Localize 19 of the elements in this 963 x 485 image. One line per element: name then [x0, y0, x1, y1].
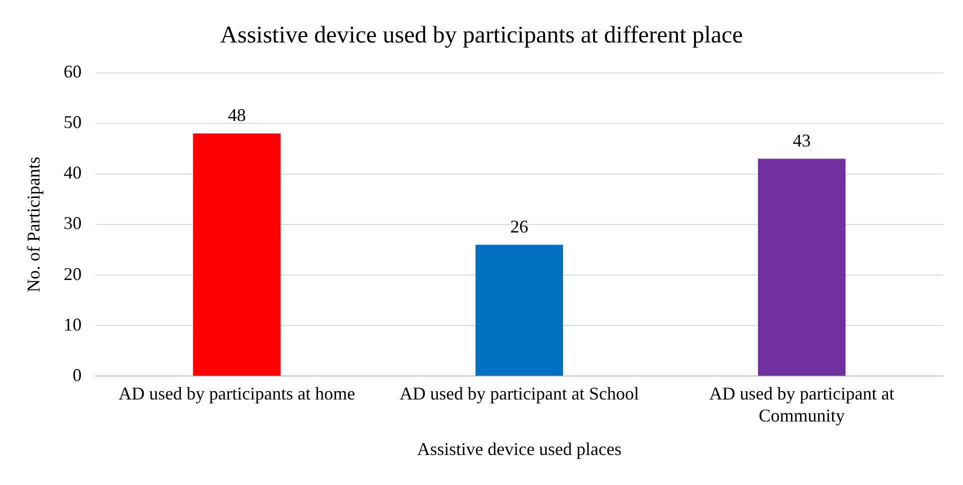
data-label: 26 [510, 216, 528, 236]
x-axis-title: Assistive device used places [417, 438, 622, 459]
bar [758, 158, 846, 376]
bar [193, 133, 281, 376]
y-tick-label: 20 [64, 264, 82, 284]
x-tick-label: AD used by participant at Community [709, 384, 894, 426]
y-tick-label: 50 [64, 112, 82, 132]
chart-title: Assistive device used by participants at different place [220, 22, 743, 49]
bar [476, 244, 564, 376]
data-label: 43 [792, 130, 811, 150]
x-tick-label: AD used by participant at School [400, 384, 640, 404]
y-tick-label: 40 [64, 162, 82, 183]
y-tick-label: 60 [64, 62, 82, 82]
y-tick-label: 0 [72, 364, 82, 385]
y-axis-title: No. of Participants [24, 156, 44, 292]
x-tick-label: AD used by participants at home [118, 384, 356, 404]
data-label: 48 [228, 105, 246, 126]
y-tick-label: 10 [64, 314, 82, 334]
y-tick-label: 30 [64, 213, 82, 234]
